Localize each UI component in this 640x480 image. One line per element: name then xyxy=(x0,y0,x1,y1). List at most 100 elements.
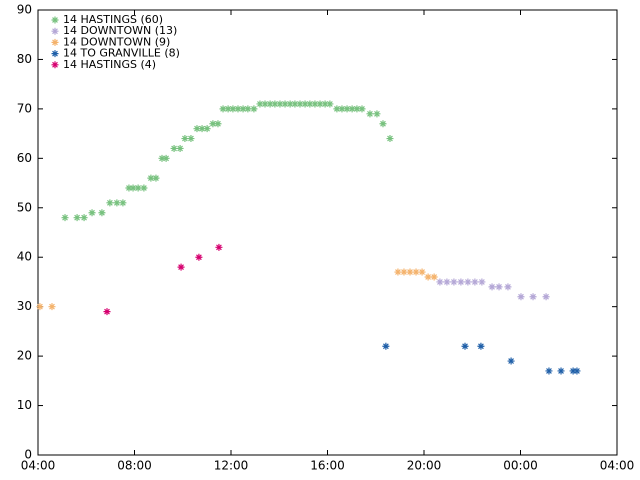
legend-marker xyxy=(51,50,59,58)
y-tick-label: 30 xyxy=(17,299,32,313)
data-point xyxy=(140,184,148,192)
data-point xyxy=(569,367,577,375)
data-point xyxy=(88,209,96,217)
legend-label: 14 HASTINGS (60) xyxy=(63,13,163,26)
data-point xyxy=(187,135,195,143)
data-point xyxy=(443,278,451,286)
data-point xyxy=(394,268,402,276)
data-point xyxy=(418,268,426,276)
data-point xyxy=(557,367,565,375)
plot-frame xyxy=(37,9,618,456)
y-tick-label: 50 xyxy=(17,200,32,214)
data-point xyxy=(545,367,553,375)
data-point xyxy=(244,105,252,113)
data-point xyxy=(209,120,217,128)
data-point xyxy=(573,367,581,375)
data-point xyxy=(366,110,374,118)
legend-label: 14 HASTINGS (4) xyxy=(63,58,156,71)
data-point xyxy=(134,184,142,192)
data-point xyxy=(382,342,390,350)
data-point xyxy=(80,214,88,222)
data-point xyxy=(343,105,351,113)
data-point xyxy=(450,278,458,286)
data-point xyxy=(229,105,237,113)
data-point xyxy=(400,268,408,276)
data-point xyxy=(542,293,550,301)
x-tick-label: 20:00 xyxy=(407,459,442,473)
data-point xyxy=(193,125,201,133)
data-point xyxy=(311,100,319,108)
data-point xyxy=(195,253,203,261)
data-point xyxy=(234,105,242,113)
data-point xyxy=(106,199,114,207)
data-point xyxy=(348,105,356,113)
legend-marker xyxy=(51,27,59,35)
data-point xyxy=(215,243,223,251)
x-tick-label: 16:00 xyxy=(310,459,345,473)
data-point xyxy=(301,100,309,108)
data-point xyxy=(158,154,166,162)
x-tick-label: 04:00 xyxy=(600,459,635,473)
data-point xyxy=(198,125,206,133)
data-point xyxy=(507,357,515,365)
data-point xyxy=(488,283,496,291)
legend-marker xyxy=(51,38,59,46)
data-point xyxy=(529,293,537,301)
y-tick-label: 10 xyxy=(17,398,32,412)
data-point xyxy=(291,100,299,108)
y-tick-label: 60 xyxy=(17,151,32,165)
data-point xyxy=(321,100,329,108)
x-tick-label: 04:00 xyxy=(21,459,56,473)
data-point xyxy=(296,100,304,108)
x-tick-label: 08:00 xyxy=(117,459,152,473)
data-point xyxy=(98,209,106,217)
data-point xyxy=(181,135,189,143)
data-point xyxy=(61,214,69,222)
data-point xyxy=(358,105,366,113)
data-point xyxy=(517,293,525,301)
data-point xyxy=(353,105,361,113)
data-point xyxy=(464,278,472,286)
data-point xyxy=(412,268,420,276)
data-point xyxy=(214,120,222,128)
data-point xyxy=(129,184,137,192)
data-point xyxy=(125,184,133,192)
y-tick-label: 20 xyxy=(17,349,32,363)
y-tick-label: 90 xyxy=(17,3,32,17)
data-point xyxy=(176,144,184,152)
data-point xyxy=(326,100,334,108)
data-point xyxy=(224,105,232,113)
data-point xyxy=(113,199,121,207)
legend-label: 14 DOWNTOWN (13) xyxy=(63,24,177,37)
data-point xyxy=(424,273,432,281)
data-point xyxy=(261,100,269,108)
data-point xyxy=(250,105,258,113)
data-point xyxy=(373,110,381,118)
data-point xyxy=(271,100,279,108)
data-point xyxy=(219,105,227,113)
data-point xyxy=(333,105,341,113)
data-point xyxy=(477,342,485,350)
data-point xyxy=(430,273,438,281)
data-point xyxy=(119,199,127,207)
data-point xyxy=(177,263,185,271)
data-point xyxy=(73,214,81,222)
data-point xyxy=(461,342,469,350)
data-point xyxy=(457,278,465,286)
y-tick-label: 80 xyxy=(17,52,32,66)
data-point xyxy=(306,100,314,108)
data-point xyxy=(281,100,289,108)
legend-label: 14 DOWNTOWN (9) xyxy=(63,35,170,48)
data-point xyxy=(36,303,44,311)
data-point xyxy=(386,135,394,143)
y-tick-label: 40 xyxy=(17,250,32,264)
x-tick-label: 12:00 xyxy=(214,459,249,473)
data-point xyxy=(266,100,274,108)
data-point xyxy=(495,283,503,291)
legend-label: 14 TO GRANVILLE (8) xyxy=(63,47,180,60)
y-tick-label: 70 xyxy=(17,101,32,115)
data-point xyxy=(276,100,284,108)
data-point xyxy=(152,174,160,182)
